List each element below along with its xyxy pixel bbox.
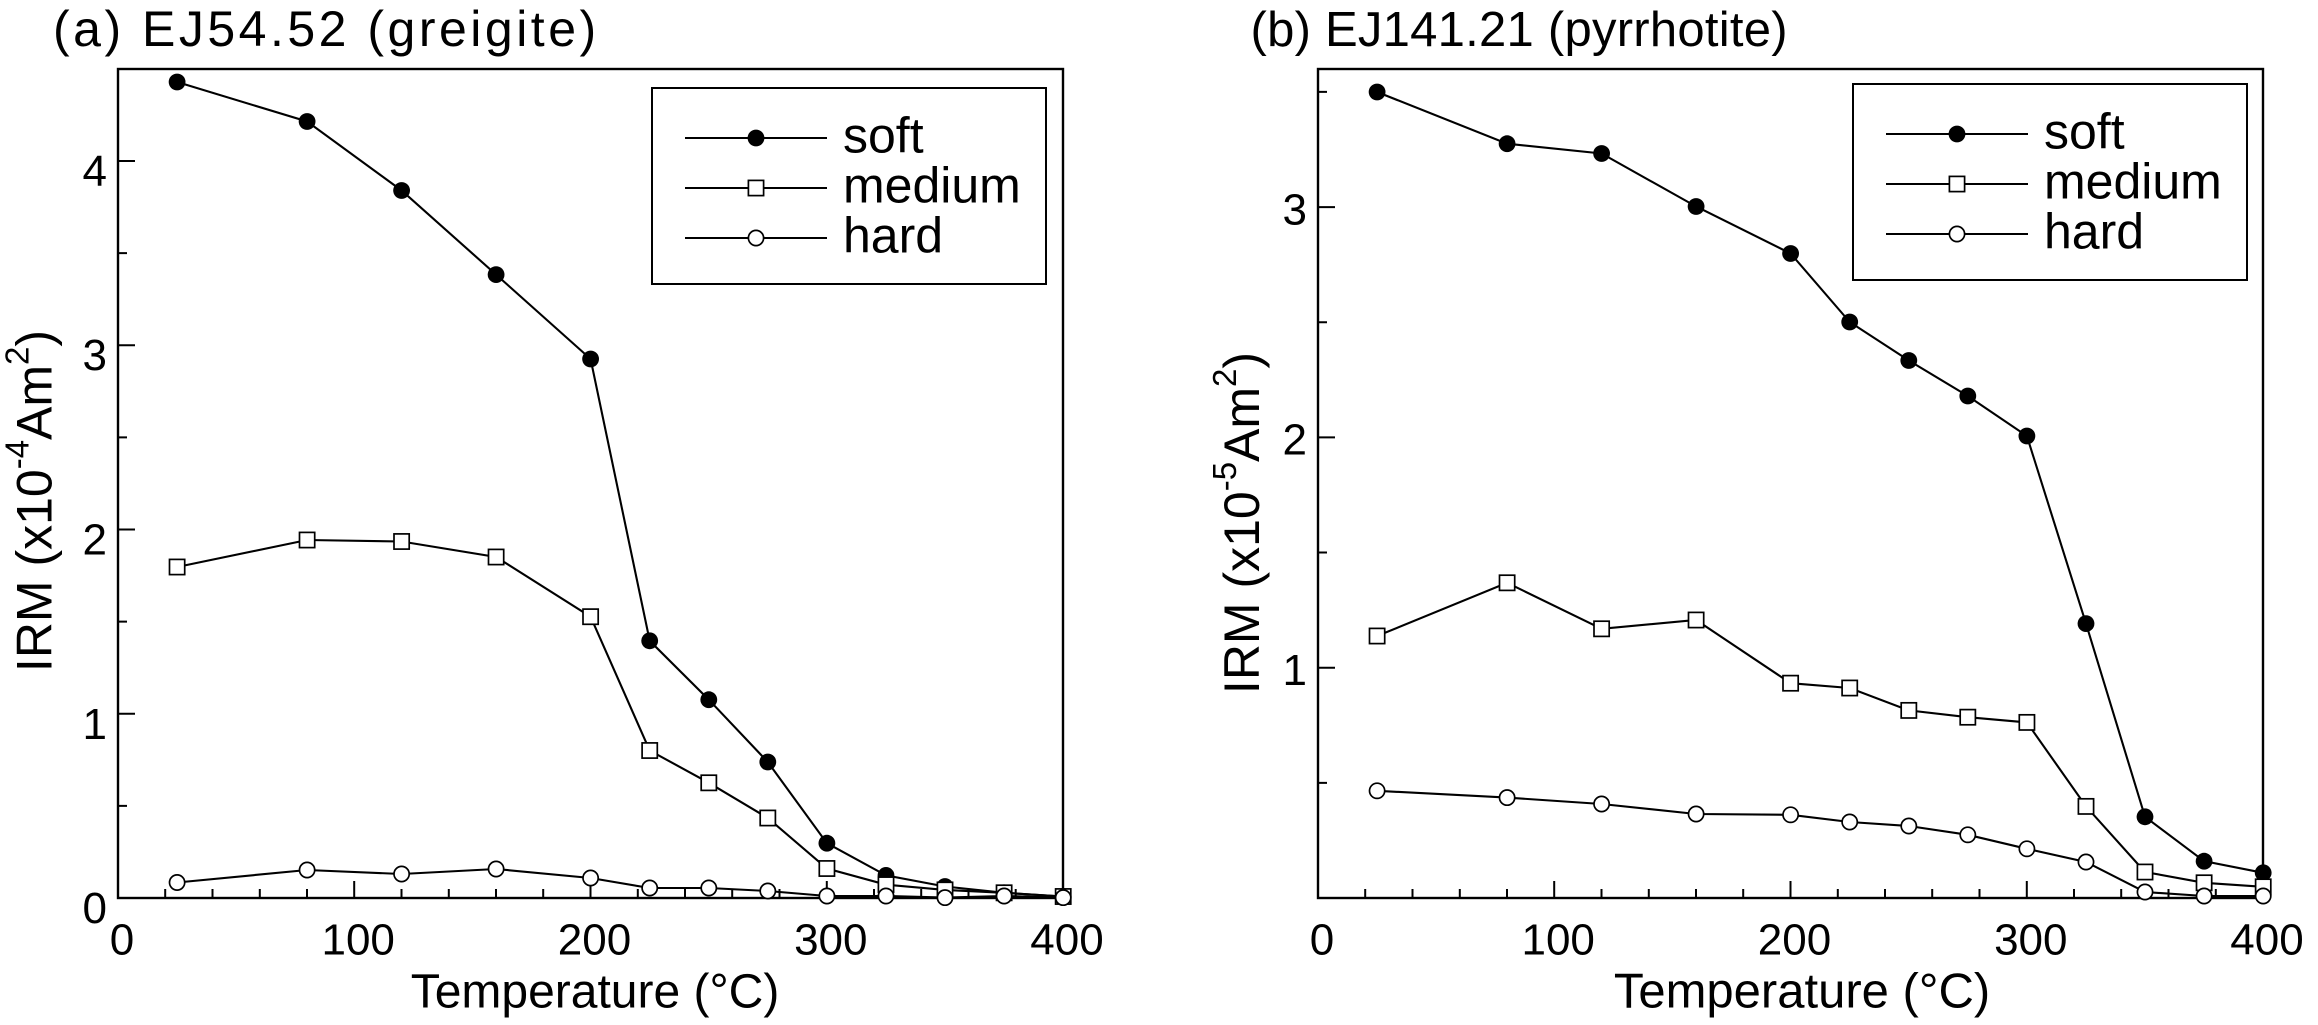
svg-text:400: 400: [1030, 916, 1103, 965]
svg-text:2: 2: [83, 516, 107, 565]
svg-text:200: 200: [558, 916, 631, 965]
svg-text:IRM (x10-4Am2): IRM (x10-4Am2): [0, 330, 63, 672]
svg-text:200: 200: [1758, 916, 1831, 965]
svg-text:soft: soft: [843, 108, 924, 164]
svg-text:100: 100: [321, 916, 394, 965]
svg-text:100: 100: [1521, 916, 1594, 965]
svg-text:400: 400: [2230, 916, 2303, 965]
svg-text:(b) EJ141.21 (pyrrhotite): (b) EJ141.21 (pyrrhotite): [1251, 3, 1788, 57]
svg-text:hard: hard: [843, 208, 943, 264]
svg-text:3: 3: [1283, 185, 1307, 234]
svg-text:0: 0: [110, 916, 134, 965]
svg-text:soft: soft: [2044, 104, 2125, 160]
svg-text:2: 2: [1283, 416, 1307, 465]
svg-text:Temperature (°C): Temperature (°C): [1614, 965, 1990, 1019]
svg-text:1: 1: [1283, 646, 1307, 695]
svg-text:3: 3: [83, 331, 107, 380]
svg-text:medium: medium: [2044, 154, 2222, 210]
svg-text:Temperature (°C): Temperature (°C): [411, 966, 780, 1019]
svg-text:300: 300: [1994, 916, 2067, 965]
svg-text:(a) EJ54.52 (greigite): (a) EJ54.52 (greigite): [53, 1, 600, 57]
svg-text:IRM (x10-5Am2): IRM (x10-5Am2): [1206, 352, 1270, 694]
svg-text:300: 300: [794, 916, 867, 965]
svg-text:0: 0: [83, 884, 107, 933]
svg-text:4: 4: [83, 147, 107, 196]
svg-text:medium: medium: [843, 158, 1021, 214]
svg-text:hard: hard: [2044, 204, 2144, 260]
svg-text:1: 1: [83, 700, 107, 749]
svg-text:0: 0: [1310, 916, 1334, 965]
